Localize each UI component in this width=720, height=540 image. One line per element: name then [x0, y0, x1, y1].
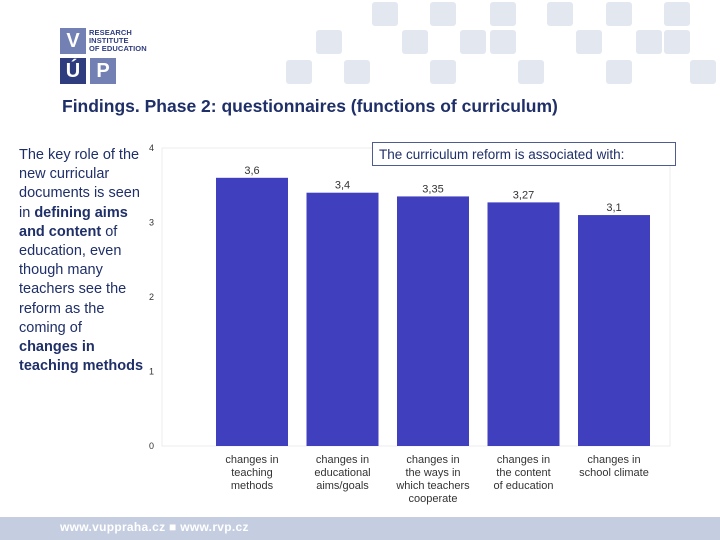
- data-label: 3,1: [606, 202, 621, 214]
- y-tick-label: 0: [149, 441, 154, 451]
- y-tick-label: 1: [149, 367, 154, 377]
- category-label: changes in: [225, 454, 278, 466]
- category-label: the ways in: [405, 467, 460, 479]
- bar: [397, 196, 469, 446]
- y-tick-label: 3: [149, 218, 154, 228]
- bar: [578, 215, 650, 446]
- footer-links: www.vuppraha.cz ■ www.rvp.cz: [60, 520, 249, 534]
- data-label: 3,6: [244, 165, 259, 177]
- category-label: methods: [231, 480, 274, 492]
- institute-logo: V Ú P RESEARCH INSTITUTE OF EDUCATION: [58, 28, 178, 88]
- side-text: The key role of the new curricular docum…: [19, 147, 144, 375]
- data-label: 3,35: [422, 183, 443, 195]
- chart-callout: The curriculum reform is associated with…: [372, 142, 676, 166]
- bar: [306, 192, 379, 446]
- category-label: changes in: [587, 454, 640, 466]
- category-label: aims/goals: [316, 480, 369, 492]
- category-label: which teachers: [395, 480, 470, 492]
- category-label: changes in: [406, 454, 459, 466]
- category-label: changes in: [316, 454, 369, 466]
- logo-letter-p: P: [90, 58, 116, 84]
- category-label: teaching: [231, 467, 273, 479]
- logo-text: RESEARCH INSTITUTE OF EDUCATION: [89, 28, 147, 53]
- data-label: 3,27: [513, 189, 534, 201]
- y-tick-label: 4: [149, 143, 154, 153]
- y-tick-label: 2: [149, 292, 154, 302]
- logo-letter-u: Ú: [60, 58, 86, 84]
- data-label: 3,4: [335, 180, 350, 192]
- logo-letter-v: V: [60, 28, 86, 54]
- footer: www.vuppraha.cz ■ www.rvp.cz: [0, 517, 720, 540]
- category-label: school climate: [579, 467, 649, 479]
- category-label: the content: [496, 467, 550, 479]
- category-label: changes in: [497, 454, 550, 466]
- slide-title: Findings. Phase 2: questionnaires (funct…: [62, 96, 558, 116]
- bar: [216, 177, 288, 447]
- category-label: cooperate: [409, 493, 458, 505]
- bar: [487, 202, 560, 446]
- category-label: educational: [314, 467, 370, 479]
- category-label: of education: [494, 480, 554, 492]
